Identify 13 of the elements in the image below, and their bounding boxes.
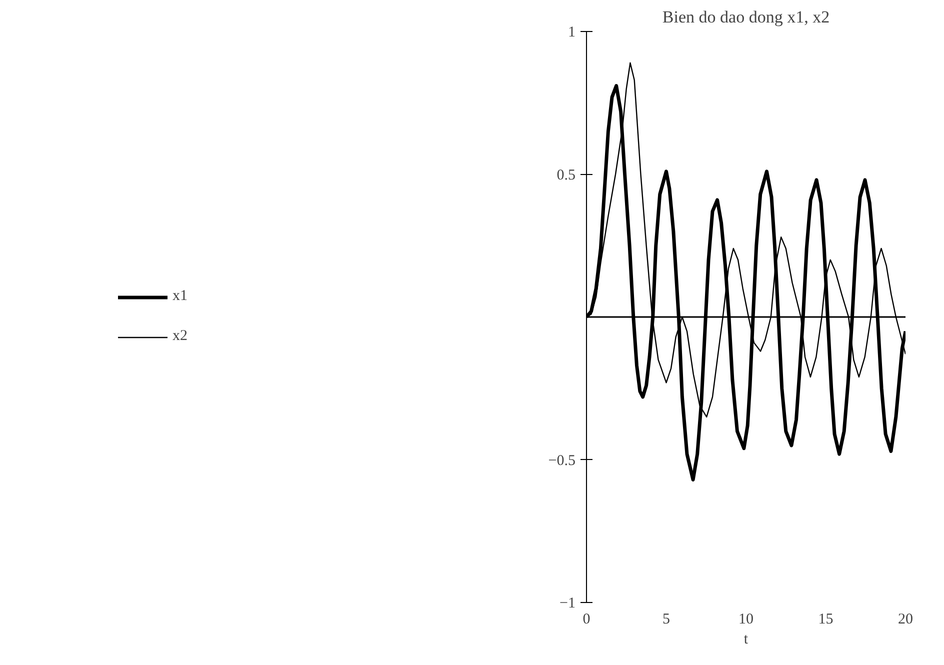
x-tick-label: 10 (738, 612, 754, 628)
y-tick-label: −0.5 (548, 452, 576, 469)
chart-title: Bien do dao dong x1, x2 (662, 8, 830, 26)
y-tick-label: −1 (560, 596, 576, 612)
x-tick-label: 5 (662, 612, 670, 628)
x-axis-title: t (744, 632, 749, 648)
y-tick-label: 1 (568, 24, 576, 40)
x-tick-label: 0 (582, 612, 590, 628)
legend-label: x2 (172, 328, 188, 345)
x-tick-label: 20 (898, 612, 913, 628)
x-tick-label: 15 (818, 612, 834, 628)
y-tick-label: 0.5 (556, 167, 576, 184)
legend-label: x1 (172, 288, 188, 305)
